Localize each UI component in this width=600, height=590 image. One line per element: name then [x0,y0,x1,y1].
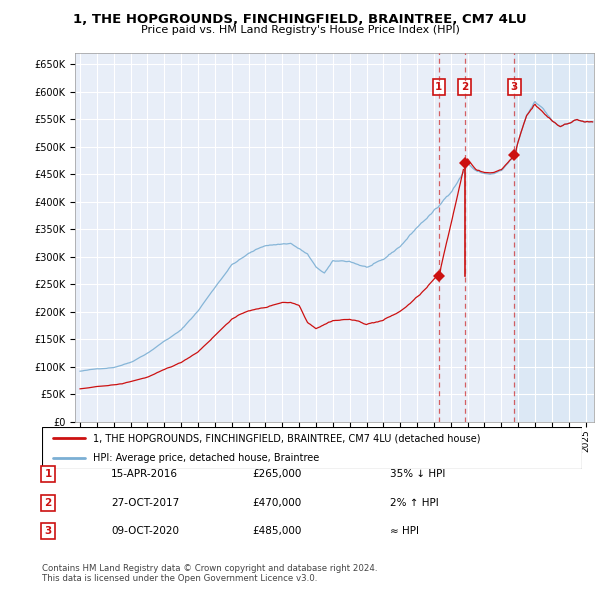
Text: HPI: Average price, detached house, Braintree: HPI: Average price, detached house, Brai… [94,453,320,463]
Text: 1, THE HOPGROUNDS, FINCHINGFIELD, BRAINTREE, CM7 4LU: 1, THE HOPGROUNDS, FINCHINGFIELD, BRAINT… [73,13,527,26]
Text: ≈ HPI: ≈ HPI [390,526,419,536]
Text: 3: 3 [511,82,518,92]
Text: Contains HM Land Registry data © Crown copyright and database right 2024.: Contains HM Land Registry data © Crown c… [42,565,377,573]
Text: 1, THE HOPGROUNDS, FINCHINGFIELD, BRAINTREE, CM7 4LU (detached house): 1, THE HOPGROUNDS, FINCHINGFIELD, BRAINT… [94,433,481,443]
Text: 2% ↑ HPI: 2% ↑ HPI [390,498,439,507]
Text: 15-APR-2016: 15-APR-2016 [111,470,178,479]
Text: £470,000: £470,000 [252,498,301,507]
Text: £265,000: £265,000 [252,470,301,479]
Bar [514,53,594,422]
Text: 1: 1 [44,470,52,479]
Text: 09-OCT-2020: 09-OCT-2020 [111,526,179,536]
Text: 3: 3 [44,526,52,536]
Text: 2: 2 [461,82,468,92]
FancyBboxPatch shape [42,427,582,469]
Text: Price paid vs. HM Land Registry's House Price Index (HPI): Price paid vs. HM Land Registry's House … [140,25,460,35]
Text: 1: 1 [435,82,442,92]
Text: 27-OCT-2017: 27-OCT-2017 [111,498,179,507]
Text: This data is licensed under the Open Government Licence v3.0.: This data is licensed under the Open Gov… [42,574,317,583]
Text: 2: 2 [44,498,52,507]
Text: 35% ↓ HPI: 35% ↓ HPI [390,470,445,479]
Text: £485,000: £485,000 [252,526,301,536]
